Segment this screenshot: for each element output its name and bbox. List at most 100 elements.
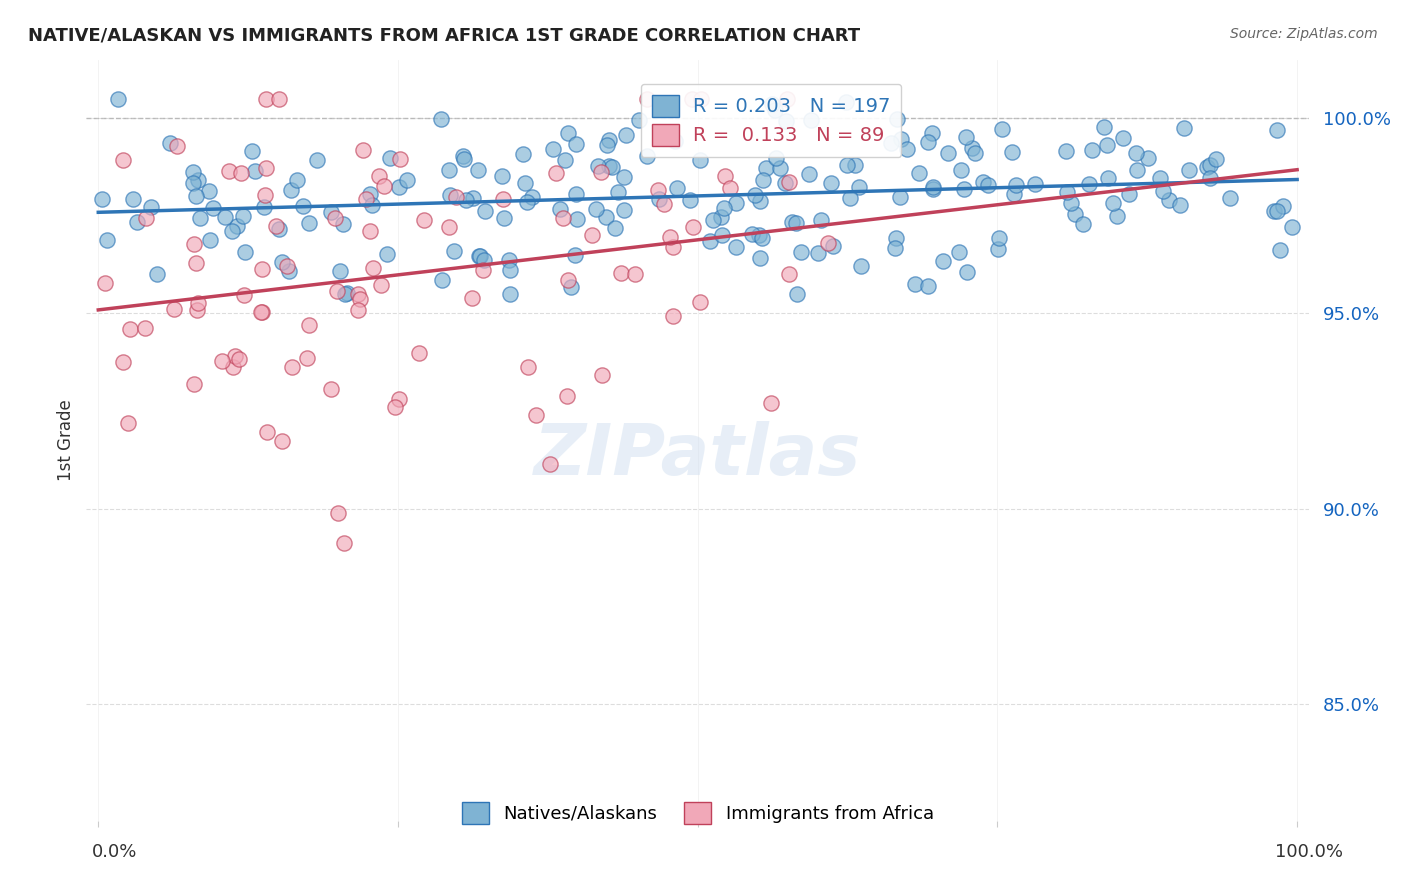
Point <box>565 211 588 226</box>
Point <box>249 305 271 319</box>
Point <box>600 160 623 174</box>
Point <box>595 211 617 225</box>
Point <box>229 166 252 180</box>
Point <box>666 181 689 195</box>
Point <box>125 215 148 229</box>
Point <box>1081 144 1104 158</box>
Point <box>454 193 477 207</box>
Point <box>323 211 346 225</box>
Point <box>135 211 157 226</box>
Y-axis label: 1st Grade: 1st Grade <box>58 400 75 481</box>
Point <box>112 355 135 369</box>
Point <box>1272 199 1295 213</box>
Point <box>307 153 329 167</box>
Point <box>776 92 799 106</box>
Point <box>548 202 571 217</box>
Point <box>1219 191 1241 205</box>
Point <box>270 255 292 269</box>
Point <box>285 173 308 187</box>
Point <box>335 286 357 301</box>
Point <box>408 346 430 360</box>
Point <box>714 169 737 183</box>
Point <box>321 204 343 219</box>
Point <box>648 192 671 206</box>
Point <box>254 161 277 176</box>
Point <box>1064 207 1087 221</box>
Point <box>467 162 489 177</box>
Point <box>1001 145 1024 159</box>
Point <box>90 192 112 206</box>
Point <box>467 249 489 263</box>
Point <box>347 287 370 301</box>
Point <box>256 425 278 440</box>
Point <box>786 286 808 301</box>
Point <box>613 169 636 184</box>
Point <box>689 295 711 310</box>
Point <box>233 244 256 259</box>
Point <box>1199 171 1222 186</box>
Point <box>837 158 859 172</box>
Point <box>990 121 1012 136</box>
Point <box>751 231 773 245</box>
Point <box>252 305 274 319</box>
Point <box>821 239 844 253</box>
Point <box>699 235 721 249</box>
Point <box>659 230 682 244</box>
Point <box>222 359 245 374</box>
Point <box>253 201 276 215</box>
Point <box>430 273 453 287</box>
Point <box>326 506 349 520</box>
Point <box>370 278 392 293</box>
Point <box>461 191 484 205</box>
Point <box>298 318 321 333</box>
Point <box>443 244 465 259</box>
Point <box>778 267 800 281</box>
Point <box>94 276 117 290</box>
Point <box>499 263 522 277</box>
Point <box>470 249 492 263</box>
Point <box>221 224 243 238</box>
Point <box>565 136 588 151</box>
Point <box>848 179 870 194</box>
Point <box>446 190 468 204</box>
Point <box>474 203 496 218</box>
Point <box>439 219 461 234</box>
Point <box>1056 186 1078 200</box>
Point <box>492 193 515 207</box>
Point <box>298 216 321 230</box>
Point <box>333 536 356 550</box>
Point <box>389 152 412 166</box>
Point <box>117 417 139 431</box>
Point <box>359 224 381 238</box>
Point <box>183 377 205 392</box>
Point <box>460 291 482 305</box>
Point <box>145 267 167 281</box>
Point <box>292 199 315 213</box>
Point <box>778 175 800 189</box>
Point <box>880 136 903 151</box>
Point <box>111 153 134 167</box>
Point <box>1268 244 1291 258</box>
Point <box>1105 209 1128 223</box>
Point <box>224 350 246 364</box>
Point <box>1102 195 1125 210</box>
Point <box>917 278 939 293</box>
Point <box>922 180 945 194</box>
Point <box>380 151 402 165</box>
Point <box>710 211 733 225</box>
Point <box>1118 186 1140 201</box>
Point <box>498 253 520 268</box>
Point <box>163 301 186 316</box>
Point <box>607 185 630 199</box>
Point <box>232 209 254 223</box>
Point <box>253 188 276 202</box>
Point <box>741 227 763 242</box>
Point <box>280 183 302 197</box>
Point <box>277 263 299 277</box>
Point <box>120 322 142 336</box>
Point <box>472 253 495 268</box>
Point <box>844 158 866 172</box>
Point <box>936 145 959 160</box>
Point <box>197 184 219 198</box>
Point <box>353 144 375 158</box>
